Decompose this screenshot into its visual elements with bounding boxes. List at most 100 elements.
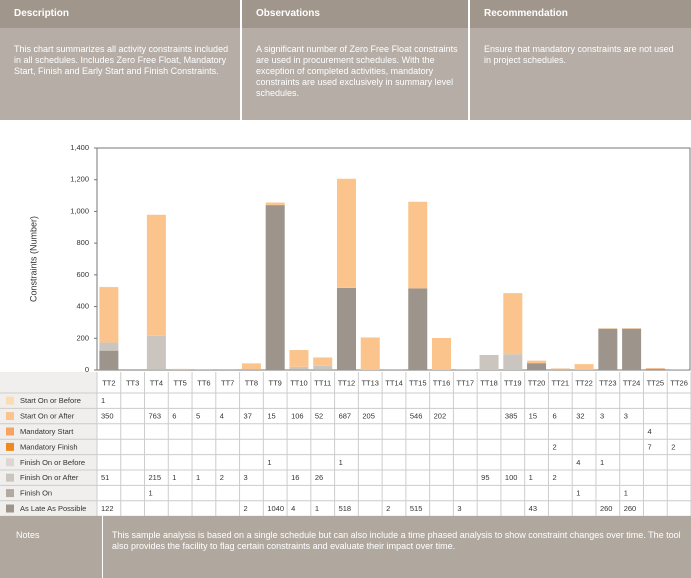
table-cell: 1 [576, 489, 580, 498]
bar-segment [99, 350, 119, 370]
y-axis-title: Constraints (Number) [28, 216, 38, 302]
bar-segment [527, 360, 547, 364]
bar-segment [99, 287, 119, 343]
table-cell: 32 [576, 412, 584, 421]
bar-segment [289, 369, 309, 370]
table-cell: 4 [220, 412, 224, 421]
notes-title: Notes [16, 530, 40, 540]
bar-segment [527, 363, 547, 370]
y-tick-label: 0 [85, 365, 89, 374]
x-tick-label: TT8 [245, 378, 258, 387]
legend-label: Mandatory Finish [20, 442, 78, 451]
bar-segment [146, 214, 166, 336]
y-tick-label: 200 [76, 333, 89, 342]
table-cell: 350 [101, 412, 114, 421]
bar-segment [550, 368, 570, 370]
bar-segment [336, 287, 356, 370]
table-cell: 260 [600, 504, 613, 513]
legend-swatch [6, 504, 14, 513]
x-tick-label: TT6 [197, 378, 210, 387]
y-tick-label: 600 [76, 270, 89, 279]
table-cell: 4 [647, 427, 651, 436]
bar-segment [574, 364, 594, 370]
x-tick-label: TT26 [670, 378, 688, 387]
bar-segment [289, 350, 309, 367]
legend-label: Start On or Before [20, 396, 81, 405]
header-title: Observations [242, 0, 468, 28]
bar-segment [408, 201, 428, 289]
header-title: Description [0, 0, 240, 28]
x-tick-label: TT10 [290, 378, 308, 387]
table-cell: 1 [267, 458, 271, 467]
y-tick-label: 800 [76, 238, 89, 247]
table-cell: 51 [101, 473, 109, 482]
x-tick-label: TT7 [221, 378, 234, 387]
legend-swatch [6, 473, 14, 482]
table-cell: 2 [244, 504, 248, 513]
bar-segment [241, 363, 261, 370]
table-cell: 1 [196, 473, 200, 482]
x-tick-label: TT20 [528, 378, 546, 387]
bar-segment [170, 368, 190, 370]
legend-swatch [6, 442, 14, 451]
legend-label: As Late As Possible [20, 504, 86, 513]
chart: Constraints (Number) 0 200 400 600 800 1,000 1… [0, 120, 691, 516]
table-cell: 2 [386, 504, 390, 513]
x-tick-label: TT3 [126, 378, 139, 387]
legend-swatch [6, 396, 14, 405]
x-tick-label: TT4 [150, 378, 163, 387]
table-cell: 3 [457, 504, 461, 513]
bar-segment [645, 368, 665, 370]
header-text: This chart summarizes all activity const… [0, 28, 240, 120]
bar-segment [265, 202, 285, 205]
bar-segment [265, 205, 285, 370]
table-cell: 5 [196, 412, 200, 421]
header-text: Ensure that mandatory constraints are no… [470, 28, 691, 120]
table-cell: 100 [505, 473, 518, 482]
y-tick-label: 1,200 [70, 175, 89, 184]
table-cell: 2 [220, 473, 224, 482]
x-tick-label: TT13 [361, 378, 379, 387]
table-cell: 215 [149, 473, 162, 482]
table-cell: 1 [315, 504, 319, 513]
legend-swatch [6, 427, 14, 436]
header-title: Recommendation [470, 0, 691, 28]
x-tick-label: TT15 [409, 378, 427, 387]
bar-segment [645, 368, 665, 369]
table-cell: 518 [339, 504, 352, 513]
bar-segment [313, 357, 333, 366]
legend-label: Finish On [20, 489, 52, 498]
bar-segment [622, 328, 642, 370]
x-tick-label: TT9 [269, 378, 282, 387]
table-cell: 4 [576, 458, 580, 467]
bar-segment [194, 369, 214, 370]
table-cell: 763 [149, 412, 162, 421]
bar-segment [99, 342, 119, 351]
table-cell: 2 [552, 473, 556, 482]
table-cell: 43 [529, 504, 537, 513]
table-cell: 1 [600, 458, 604, 467]
header-text: A significant number of Zero Free Float … [242, 28, 468, 120]
x-tick-label: TT21 [552, 378, 570, 387]
table-cell: 106 [291, 412, 304, 421]
x-tick-label: TT25 [647, 378, 665, 387]
bar-segment [313, 365, 333, 370]
bar-segment [360, 337, 380, 370]
table-cell: 2 [671, 442, 675, 451]
table-cell: 2 [552, 442, 556, 451]
y-tick-label: 1,000 [70, 206, 89, 215]
x-tick-label: TT19 [504, 378, 522, 387]
table-cell: 3 [244, 473, 248, 482]
bar-segment [503, 354, 523, 370]
table-cell: 4 [291, 504, 295, 513]
table-cell: 1040 [267, 504, 284, 513]
table-cell: 37 [244, 412, 252, 421]
table-cell: 202 [434, 412, 447, 421]
x-tick-label: TT23 [599, 378, 617, 387]
bar-segment [503, 293, 523, 355]
y-tick-label: 1,400 [70, 143, 89, 152]
table-cell: 1 [624, 489, 628, 498]
table-cell: 1 [101, 396, 105, 405]
table-cell: 6 [172, 412, 176, 421]
